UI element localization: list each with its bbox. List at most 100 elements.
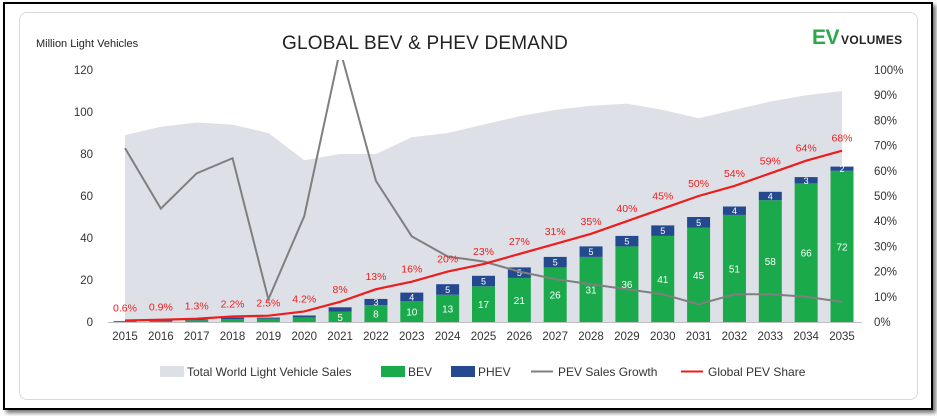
y2-tick-label: 0% (874, 317, 891, 329)
phev-value-label: 3 (804, 176, 809, 186)
bev-value-label: 72 (836, 242, 848, 253)
phev-value-label: 5 (553, 258, 558, 268)
y2-tick-label: 90% (874, 90, 897, 102)
pev-share-label: 8% (333, 284, 348, 296)
ev-volumes-logo: EV VOLUMES (812, 26, 903, 49)
phev-value-label: 5 (481, 277, 486, 287)
x-tick-label: 2021 (327, 331, 353, 343)
y2-tick-label: 50% (874, 191, 897, 203)
phev-bar (364, 298, 388, 306)
phev-value-label: 4 (732, 206, 737, 216)
phev-bar (687, 217, 711, 228)
x-tick-label: 2026 (507, 331, 533, 343)
pev-share-label: 54% (724, 168, 745, 180)
x-tick-label: 2034 (793, 331, 819, 343)
pev-share-label: 0.6% (113, 302, 137, 314)
x-tick-label: 2029 (614, 331, 640, 343)
x-tick-label: 2017 (184, 331, 210, 343)
x-tick-label: 2023 (399, 331, 425, 343)
phev-bar (221, 317, 245, 320)
chart-title: GLOBAL BEV & PHEV DEMAND (281, 33, 568, 54)
phev-value-label: 5 (696, 218, 701, 228)
pev-share-label: 2.5% (256, 298, 280, 310)
bev-bar (794, 183, 818, 322)
bev-value-label: 66 (801, 249, 813, 260)
pev-share-label: 1.3% (185, 301, 209, 313)
pev-share-label: 0.9% (149, 302, 173, 314)
bev-bar (292, 317, 316, 322)
y-tick-label: 20 (80, 275, 93, 287)
bev-bar (221, 319, 245, 322)
y2-tick-label: 20% (874, 267, 897, 279)
y-tick-label: 100 (74, 107, 93, 119)
bev-bar (830, 170, 854, 322)
legend-pev-sales-growth-label: PEV Sales Growth (558, 365, 657, 379)
phev-bar (579, 246, 603, 257)
y2-tick-label: 70% (874, 141, 897, 153)
bev-bar (400, 301, 424, 322)
bev-bar (149, 320, 173, 322)
bev-bar (507, 277, 531, 322)
y-axis-label: Million Light Vehicles (36, 38, 139, 50)
phev-bar (830, 166, 854, 171)
phev-value-label: 5 (445, 285, 450, 295)
phev-bar (543, 256, 567, 268)
pev-share-label: 59% (760, 155, 781, 167)
pev-sales-growth-line (124, 60, 843, 306)
pev-share-label: 27% (509, 236, 530, 248)
phev-bar (794, 177, 818, 184)
phev-bar (472, 275, 495, 287)
bev-value-label: 5 (337, 313, 343, 324)
y-tick-label: 80 (80, 149, 93, 161)
x-tick-label: 2020 (291, 331, 317, 343)
y2-tick-label: 40% (874, 216, 897, 228)
pev-share-label: 31% (545, 226, 566, 238)
bev-value-label: 31 (585, 285, 597, 296)
x-tick-label: 2027 (542, 331, 568, 343)
pev-share-label: 35% (581, 216, 602, 228)
bev-value-label: 26 (550, 291, 562, 302)
phev-bar (722, 206, 746, 215)
legend-phev-swatch (451, 366, 475, 377)
x-tick-label: 2032 (722, 331, 748, 343)
pev-share-label: 20% (437, 254, 458, 266)
legend-global-pev-share-label: Global PEV Share (708, 365, 806, 379)
phev-value-label: 5 (660, 226, 665, 236)
phev-value-label: 5 (589, 247, 594, 257)
x-tick-label: 2018 (220, 331, 246, 343)
x-tick-label: 2015 (112, 331, 138, 343)
phev-value-label: 2 (839, 164, 844, 174)
x-tick-label: 2028 (578, 331, 604, 343)
legend-bev-label: BEV (408, 365, 432, 379)
pev-share-label: 40% (616, 203, 637, 215)
bev-bar (543, 267, 567, 322)
x-tick-label: 2030 (650, 331, 676, 343)
global-pev-share-line (124, 149, 843, 322)
bev-bar (256, 318, 280, 322)
x-tick-label: 2016 (148, 331, 174, 343)
phev-bar (400, 292, 424, 301)
phev-bar (185, 319, 209, 321)
phev-bar (651, 225, 675, 236)
y-tick-label: 0 (87, 317, 93, 329)
x-tick-label: 2019 (256, 331, 282, 343)
bev-bar (364, 305, 388, 322)
phev-value-label: 4 (409, 292, 414, 302)
y2-tick-label: 10% (874, 292, 897, 304)
legend-total-sales-swatch (160, 366, 184, 377)
pev-share-label: 50% (688, 178, 709, 190)
x-tick-label: 2025 (471, 331, 497, 343)
bev-value-label: 10 (406, 308, 418, 319)
phev-bar (436, 284, 460, 295)
x-tick-label: 2035 (829, 331, 855, 343)
bev-value-label: 45 (693, 271, 705, 282)
phev-value-label: 4 (768, 192, 773, 202)
pev-share-label: 45% (652, 191, 673, 203)
bev-bar (436, 294, 460, 322)
phev-value-label: 5 (517, 268, 522, 278)
bev-value-label: 41 (657, 275, 669, 286)
legend-phev-label: PHEV (478, 365, 511, 379)
legend-total-sales-label: Total World Light Vehicle Sales (187, 365, 352, 379)
x-tick-label: 2022 (363, 331, 389, 343)
bev-value-label: 51 (729, 264, 741, 275)
